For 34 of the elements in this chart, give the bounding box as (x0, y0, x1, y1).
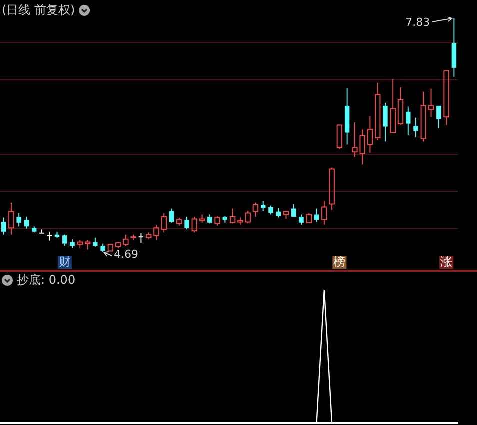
candlestick (77, 240, 84, 249)
candlestick (390, 78, 396, 134)
candlestick (8, 202, 14, 236)
x-tick-label: 涨 (440, 255, 453, 270)
candlestick (40, 229, 44, 234)
candlestick (169, 208, 174, 224)
candlestick (16, 212, 22, 228)
candlestick (260, 200, 266, 212)
candlestick (436, 105, 442, 129)
candlestick (444, 70, 450, 126)
candlestick (406, 106, 411, 136)
candlestick (374, 82, 381, 141)
candlestick (414, 117, 418, 138)
candlestick (367, 116, 374, 154)
x-tick-label: 榜 (334, 255, 346, 270)
chart-title: (日线 前复权) (2, 3, 76, 17)
candlestick (84, 240, 91, 250)
candlestick (138, 232, 144, 244)
candlestick (428, 88, 434, 118)
candlestick (1, 217, 6, 236)
candlestick (383, 102, 388, 142)
candlestick (398, 86, 404, 126)
x-tick-label: 财 (58, 255, 71, 270)
candlestick (322, 200, 328, 226)
candlestick (314, 208, 320, 223)
annotation: 7.83 (406, 16, 430, 29)
candlestick (420, 91, 427, 142)
annotation: 4.69 (114, 248, 139, 261)
candlestick (292, 204, 296, 218)
chart-title: 抄底: 0.00 (17, 273, 76, 287)
candlestick (299, 214, 304, 226)
candlestick (24, 216, 30, 230)
candlestick (184, 216, 190, 230)
candlestick (62, 234, 68, 247)
